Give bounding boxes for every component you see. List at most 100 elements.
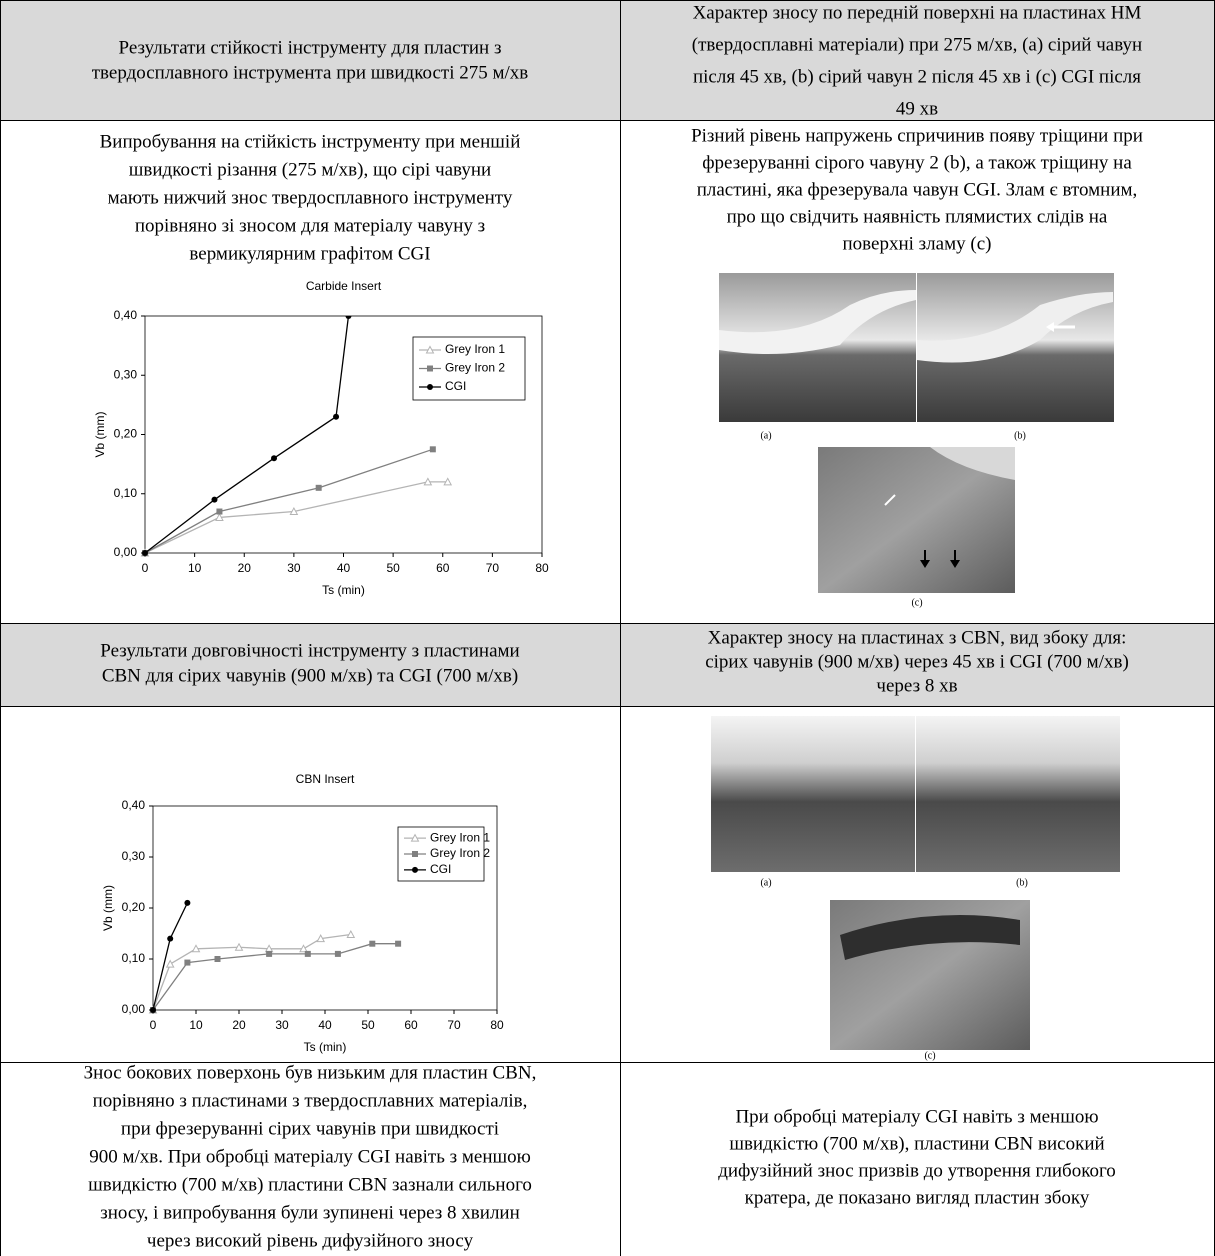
series-line [145, 316, 348, 553]
y-tick-label: 0,00 [122, 1002, 146, 1016]
legend-label: CGI [445, 379, 466, 393]
cell-text: мають нижчий знос твердосплавного інстру… [108, 187, 513, 208]
data-point [215, 956, 221, 962]
x-tick-label: 60 [404, 1018, 418, 1032]
data-point [345, 313, 351, 319]
x-tick-label: 20 [238, 561, 252, 575]
sem-image [719, 273, 1114, 593]
legend-marker [427, 366, 433, 372]
legend-label: Grey Iron 2 [445, 361, 505, 375]
sem-image [711, 716, 1120, 1050]
cell-text: порівняно з пластинами з твердосплавних … [93, 1090, 528, 1111]
data-point [167, 961, 174, 968]
x-tick-label: 60 [436, 561, 450, 575]
cell-text: 49 хв [896, 98, 938, 119]
data-point [271, 455, 277, 461]
cell-text: твердосплавного інструмента при швидкост… [92, 62, 529, 83]
data-point [369, 941, 375, 947]
cell-text: кратера, де показано вигляд пластин збок… [745, 1187, 1090, 1208]
x-axis-label: Ts (min) [322, 583, 365, 597]
cell-text: Випробування на стійкість інструменту пр… [100, 131, 521, 152]
cell-text: швидкістю (700 м/хв), пластини CBN висок… [729, 1133, 1104, 1154]
cell-text: швидкості різання (275 м/хв), що сірі ча… [129, 159, 491, 180]
page: Результати стійкості інструменту для пла… [0, 0, 1215, 1256]
chart-title: CBN Insert [296, 772, 355, 786]
x-tick-label: 80 [535, 561, 549, 575]
data-point [395, 941, 401, 947]
figure-caption: (c) [911, 597, 922, 608]
figure-caption: (a) [760, 430, 771, 441]
x-tick-label: 80 [490, 1018, 504, 1032]
cell-text: після 45 хв, (b) сірий чавун 2 після 45 … [693, 66, 1141, 87]
figure-caption: (c) [924, 1050, 935, 1061]
data-point [335, 951, 341, 957]
y-tick-label: 0,30 [114, 367, 138, 381]
cell-text: (твердосплавні матеріали) при 275 м/хв, … [692, 34, 1142, 55]
x-axis-label: Ts (min) [304, 1040, 347, 1054]
cell-text: 900 м/хв. При обробці матеріалу CGI наві… [89, 1146, 531, 1167]
legend-label: Grey Iron 2 [430, 846, 490, 860]
x-tick-label: 70 [486, 561, 500, 575]
y-tick-label: 0,30 [122, 849, 146, 863]
cell-text: зносу, і випробування були зупинені чере… [100, 1202, 520, 1223]
x-tick-label: 30 [287, 561, 301, 575]
y-tick-label: 0,40 [122, 798, 146, 812]
x-tick-label: 70 [447, 1018, 461, 1032]
cell-text: при фрезеруванні сірих чавунів при швидк… [121, 1118, 499, 1139]
cell-text: CBN для сірих чавунів (900 м/хв) та CGI … [102, 665, 518, 686]
cell-text: Характер зносу на пластинах з CBN, вид з… [708, 627, 1127, 648]
series-line [153, 935, 351, 1010]
cell-text: Характер зносу по передній поверхні на п… [693, 2, 1142, 23]
cell-text: поверхні зламу (c) [843, 233, 992, 254]
y-tick-label: 0,20 [122, 900, 146, 914]
cell-text: через 8 хв [876, 675, 957, 696]
cell-text: швидкістю (700 м/хв) пластини CBN зазнал… [88, 1174, 532, 1195]
cell-text: вермикулярним графітом CGI [189, 243, 430, 264]
cell-text: При обробці матеріалу CGI навіть з меншо… [735, 1106, 1098, 1127]
x-tick-label: 40 [318, 1018, 332, 1032]
y-tick-label: 0,40 [114, 308, 138, 322]
x-tick-label: 0 [142, 561, 149, 575]
x-tick-label: 30 [275, 1018, 289, 1032]
legend-marker [412, 851, 418, 857]
data-point [216, 509, 222, 515]
y-axis-label: Vb (mm) [101, 885, 115, 931]
y-axis-label: Vb (mm) [93, 412, 107, 458]
x-tick-label: 50 [361, 1018, 375, 1032]
cell-text: Результати стійкості інструменту для пла… [119, 37, 502, 58]
cell-text: через високий рівень дифузійного зносу [147, 1230, 474, 1251]
cell-text: про що свідчить наявність плямистих слід… [727, 206, 1108, 227]
figure-caption: (b) [1014, 430, 1026, 441]
x-tick-label: 20 [232, 1018, 246, 1032]
x-tick-label: 10 [188, 561, 202, 575]
y-tick-label: 0,10 [122, 951, 146, 965]
data-point [150, 1007, 156, 1013]
data-point [167, 936, 173, 942]
data-point [211, 497, 217, 503]
legend-label: Grey Iron 1 [430, 830, 490, 844]
legend-label: CGI [430, 862, 451, 876]
legend-marker [412, 867, 418, 873]
series-group [150, 900, 402, 1013]
data-point [142, 550, 148, 556]
cell-text: Різний рівень напружень спричинив появу … [691, 125, 1143, 146]
legend-marker [427, 384, 433, 390]
cell-text: Результати довговічності інструменту з п… [100, 640, 519, 661]
x-tick-label: 10 [189, 1018, 203, 1032]
data-point [430, 446, 436, 452]
legend-label: Grey Iron 1 [445, 342, 505, 356]
data-point [184, 960, 190, 966]
data-point [266, 951, 272, 957]
cell-text: пластині, яка фрезерувала чавун CGI. Зла… [697, 179, 1138, 200]
y-tick-label: 0,10 [114, 486, 138, 500]
cell-text: порівняно зі зносом для матеріалу чавуну… [135, 215, 485, 236]
cell-text: фрезеруванні сірого чавуну 2 (b), а тако… [702, 152, 1132, 173]
cell-text: Знос бокових поверхонь був низьким для п… [84, 1062, 537, 1083]
figure-caption: (b) [1016, 877, 1028, 888]
chart-title: Carbide Insert [306, 279, 382, 293]
x-tick-label: 40 [337, 561, 351, 575]
y-tick-label: 0,00 [114, 545, 138, 559]
series-line [145, 449, 433, 553]
x-tick-label: 0 [150, 1018, 157, 1032]
x-tick-label: 50 [386, 561, 400, 575]
